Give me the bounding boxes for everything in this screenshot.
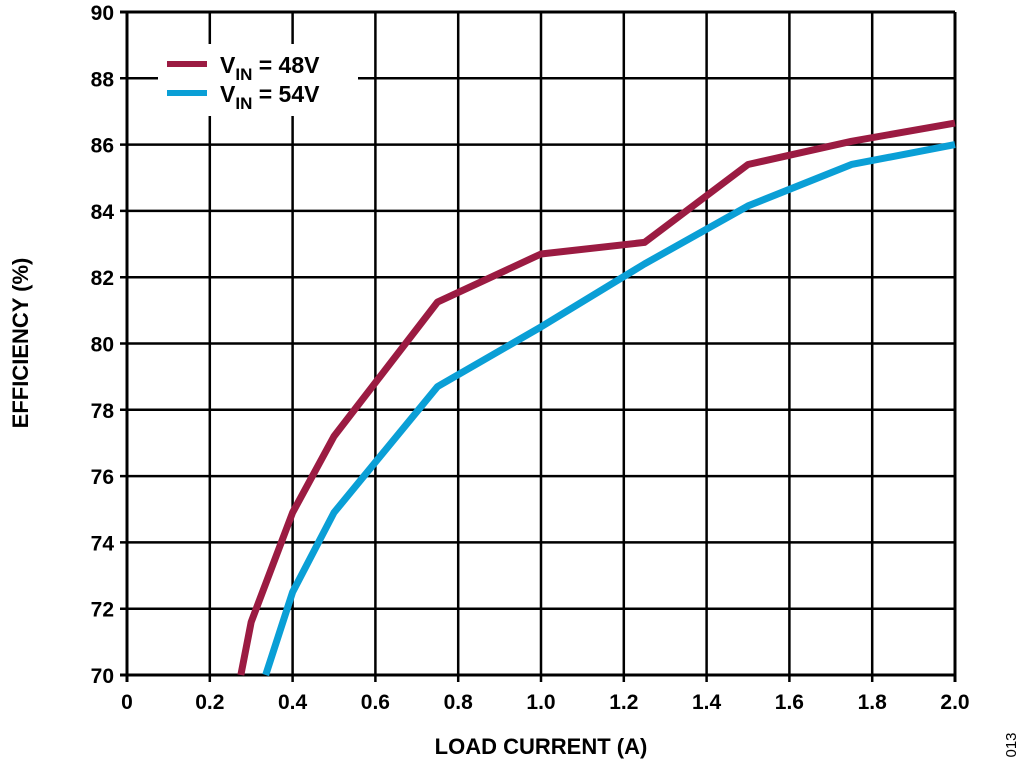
legend-suffix: = 54V xyxy=(252,81,320,107)
figure-number: 013 xyxy=(1003,732,1020,757)
x-tick-label: 1.8 xyxy=(858,691,888,714)
y-tick-label: 86 xyxy=(91,135,114,158)
legend-base: V xyxy=(220,52,236,78)
x-tick-label: 1.0 xyxy=(526,691,555,714)
series-lines xyxy=(237,119,956,677)
legend-sub: IN xyxy=(235,65,252,84)
legend: VIN = 48V VIN = 54V xyxy=(167,52,320,113)
legend-suffix: = 48V xyxy=(252,52,320,78)
y-tick-label: 78 xyxy=(91,400,115,423)
y-tick-label: 70 xyxy=(91,665,114,688)
legend-background xyxy=(158,44,358,116)
x-tick-label: 0 xyxy=(121,691,133,714)
x-tick-label: 0.6 xyxy=(361,691,390,714)
x-tick-label: 1.6 xyxy=(775,691,804,714)
x-axis-label: LOAD CURRENT (A) xyxy=(435,734,648,759)
y-tick-label: 74 xyxy=(91,532,115,555)
y-tick-labels: 70 72 74 76 78 80 82 84 86 88 90 xyxy=(91,2,115,688)
x-tick-label: 0.2 xyxy=(195,691,224,714)
y-tick-label: 84 xyxy=(91,201,115,224)
x-tick-label: 0.8 xyxy=(444,691,474,714)
y-tick-label: 72 xyxy=(91,599,114,622)
y-tick-label: 82 xyxy=(91,267,114,290)
x-tick-labels: 0 0.2 0.4 0.6 0.8 1.0 1.2 1.4 1.6 1.8 2.0 xyxy=(121,691,969,714)
y-tick-label: 76 xyxy=(91,466,114,489)
y-axis-label: EFFICIENCY (%) xyxy=(8,258,33,429)
y-tick-label: 88 xyxy=(91,68,115,91)
y-tick-label: 80 xyxy=(91,334,114,357)
x-tick-label: 0.4 xyxy=(278,691,308,714)
x-tick-label: 2.0 xyxy=(940,691,969,714)
y-tick-label: 90 xyxy=(91,2,114,25)
x-tick-label: 1.2 xyxy=(609,691,638,714)
x-tick-label: 1.4 xyxy=(692,691,722,714)
legend-sub: IN xyxy=(235,94,252,113)
legend-label-48v: VIN = 48V xyxy=(220,52,320,84)
series-line-1 xyxy=(262,141,956,677)
series-line-0 xyxy=(237,119,956,676)
legend-label-54v: VIN = 54V xyxy=(220,81,320,113)
legend-base: V xyxy=(220,81,236,107)
